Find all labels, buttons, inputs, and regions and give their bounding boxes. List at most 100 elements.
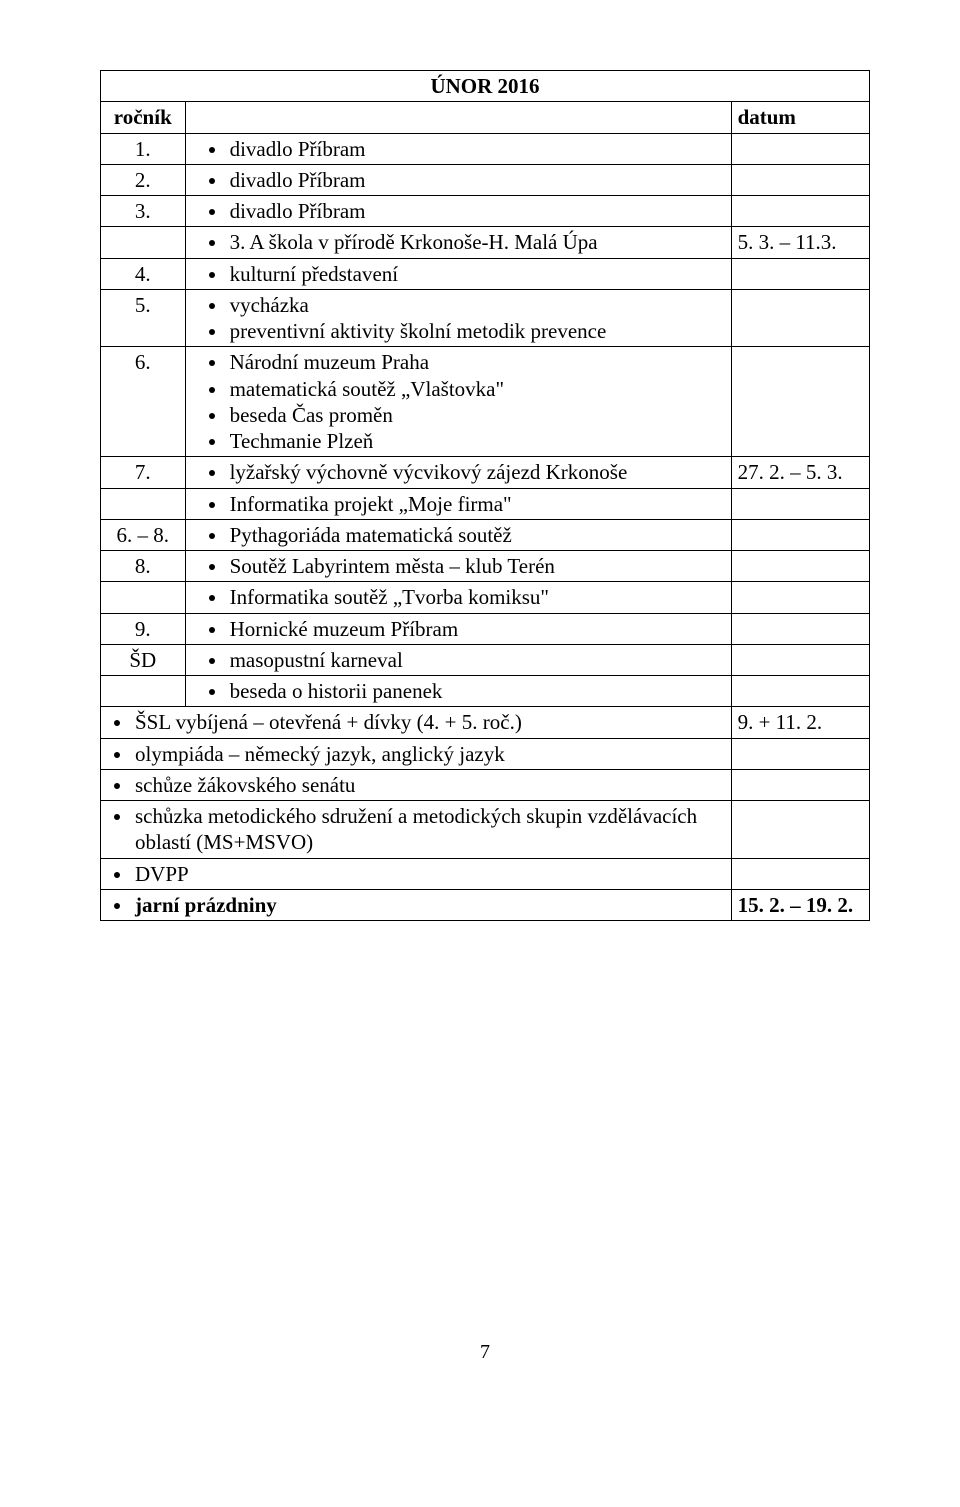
row-content: divadlo Příbram <box>185 133 731 164</box>
row-number: 6. <box>101 347 186 457</box>
list-item: masopustní karneval <box>228 647 725 673</box>
schedule-table: ÚNOR 2016 ročník datum 1. divadlo Příbram… <box>100 70 870 921</box>
list-item: schůze žákovského senátu <box>133 772 725 798</box>
row-date <box>731 858 869 889</box>
list-item: DVPP <box>133 861 725 887</box>
title-row: ÚNOR 2016 <box>101 71 870 102</box>
list-item: Národní muzeum Praha <box>228 349 725 375</box>
list-item: divadlo Příbram <box>228 167 725 193</box>
row-content: masopustní karneval <box>185 644 731 675</box>
list-item: Soutěž Labyrintem města – klub Terén <box>228 553 725 579</box>
table-row: 3. A škola v přírodě Krkonoše-H. Malá Úp… <box>101 227 870 258</box>
row-date: 9. + 11. 2. <box>731 707 869 738</box>
row-content: vycházkapreventivní aktivity školní meto… <box>185 289 731 347</box>
list-item: Informatika projekt „Moje firma" <box>228 491 725 517</box>
list-item: beseda o historii panenek <box>228 678 725 704</box>
row-date <box>731 164 869 195</box>
list-item: Hornické muzeum Příbram <box>228 616 725 642</box>
table-row: schůzka metodického sdružení a metodický… <box>101 801 870 859</box>
row-date: 5. 3. – 11.3. <box>731 227 869 258</box>
row-number: 6. – 8. <box>101 519 186 550</box>
table-row: 9. Hornické muzeum Příbram <box>101 613 870 644</box>
row-content: divadlo Příbram <box>185 164 731 195</box>
page-number: 7 <box>100 1341 870 1364</box>
row-content: schůzka metodického sdružení a metodický… <box>101 801 732 859</box>
row-content: jarní prázdniny <box>101 889 732 920</box>
row-number: 9. <box>101 613 186 644</box>
list-item: Pythagoriáda matematická soutěž <box>228 522 725 548</box>
row-content: Hornické muzeum Příbram <box>185 613 731 644</box>
row-content: ŠSL vybíjená – otevřená + dívky (4. + 5.… <box>101 707 732 738</box>
table-row: Informatika soutěž „Tvorba komiksu" <box>101 582 870 613</box>
table-row: 3. divadlo Příbram <box>101 196 870 227</box>
table-row: 7. lyžařský výchovně výcvikový zájezd Krk… <box>101 457 870 488</box>
list-item: 3. A škola v přírodě Krkonoše-H. Malá Úp… <box>228 229 725 255</box>
list-item: olympiáda – německý jazyk, anglický jazy… <box>133 741 725 767</box>
row-number: ŠD <box>101 644 186 675</box>
row-content: divadlo Příbram <box>185 196 731 227</box>
table-row: ŠSL vybíjená – otevřená + dívky (4. + 5.… <box>101 707 870 738</box>
list-item: divadlo Příbram <box>228 136 725 162</box>
row-number: 3. <box>101 196 186 227</box>
row-number <box>101 582 186 613</box>
list-item: Techmanie Plzeň <box>228 428 725 454</box>
table-row: olympiáda – německý jazyk, anglický jazy… <box>101 738 870 769</box>
header-right: datum <box>731 102 869 133</box>
list-item: jarní prázdniny <box>133 892 725 918</box>
title-cell: ÚNOR 2016 <box>101 71 870 102</box>
row-date <box>731 676 869 707</box>
row-date <box>731 769 869 800</box>
table-row: 1. divadlo Příbram <box>101 133 870 164</box>
table-row: jarní prázdniny15. 2. – 19. 2. <box>101 889 870 920</box>
row-number <box>101 488 186 519</box>
row-date <box>731 133 869 164</box>
list-item: vycházka <box>228 292 725 318</box>
row-content: DVPP <box>101 858 732 889</box>
row-date <box>731 613 869 644</box>
row-content: Národní muzeum Prahamatematická soutěž „… <box>185 347 731 457</box>
list-item: schůzka metodického sdružení a metodický… <box>133 803 725 856</box>
row-number: 5. <box>101 289 186 347</box>
list-item: divadlo Příbram <box>228 198 725 224</box>
row-number: 1. <box>101 133 186 164</box>
row-content: Informatika soutěž „Tvorba komiksu" <box>185 582 731 613</box>
row-number: 7. <box>101 457 186 488</box>
row-date <box>731 347 869 457</box>
list-item: lyžařský výchovně výcvikový zájezd Krkon… <box>228 459 725 485</box>
table-row: ŠD masopustní karneval <box>101 644 870 675</box>
row-number: 8. <box>101 551 186 582</box>
row-date <box>731 488 869 519</box>
row-content: Informatika projekt „Moje firma" <box>185 488 731 519</box>
header-mid <box>185 102 731 133</box>
row-content: beseda o historii panenek <box>185 676 731 707</box>
table-row: 6.Národní muzeum Prahamatematická soutěž… <box>101 347 870 457</box>
table-row: 4.kulturní představení <box>101 258 870 289</box>
header-left: ročník <box>101 102 186 133</box>
row-date <box>731 582 869 613</box>
row-content: 3. A škola v přírodě Krkonoše-H. Malá Úp… <box>185 227 731 258</box>
table-row: 2. divadlo Příbram <box>101 164 870 195</box>
list-item: matematická soutěž „Vlaštovka" <box>228 376 725 402</box>
table-row: Informatika projekt „Moje firma" <box>101 488 870 519</box>
row-content: olympiáda – německý jazyk, anglický jazy… <box>101 738 732 769</box>
row-date: 27. 2. – 5. 3. <box>731 457 869 488</box>
table-row: DVPP <box>101 858 870 889</box>
table-row: 5.vycházkapreventivní aktivity školní me… <box>101 289 870 347</box>
header-row: ročník datum <box>101 102 870 133</box>
table-row: 6. – 8. Pythagoriáda matematická soutěž <box>101 519 870 550</box>
row-content: schůze žákovského senátu <box>101 769 732 800</box>
row-date: 15. 2. – 19. 2. <box>731 889 869 920</box>
row-content: kulturní představení <box>185 258 731 289</box>
row-date <box>731 289 869 347</box>
row-number: 4. <box>101 258 186 289</box>
table-row: 8. Soutěž Labyrintem města – klub Terén <box>101 551 870 582</box>
row-content: Soutěž Labyrintem města – klub Terén <box>185 551 731 582</box>
row-date <box>731 258 869 289</box>
row-date <box>731 519 869 550</box>
table-row: schůze žákovského senátu <box>101 769 870 800</box>
list-item: Informatika soutěž „Tvorba komiksu" <box>228 584 725 610</box>
table-row: beseda o historii panenek <box>101 676 870 707</box>
list-item: preventivní aktivity školní metodik prev… <box>228 318 725 344</box>
row-number: 2. <box>101 164 186 195</box>
list-item: ŠSL vybíjená – otevřená + dívky (4. + 5.… <box>133 709 725 735</box>
